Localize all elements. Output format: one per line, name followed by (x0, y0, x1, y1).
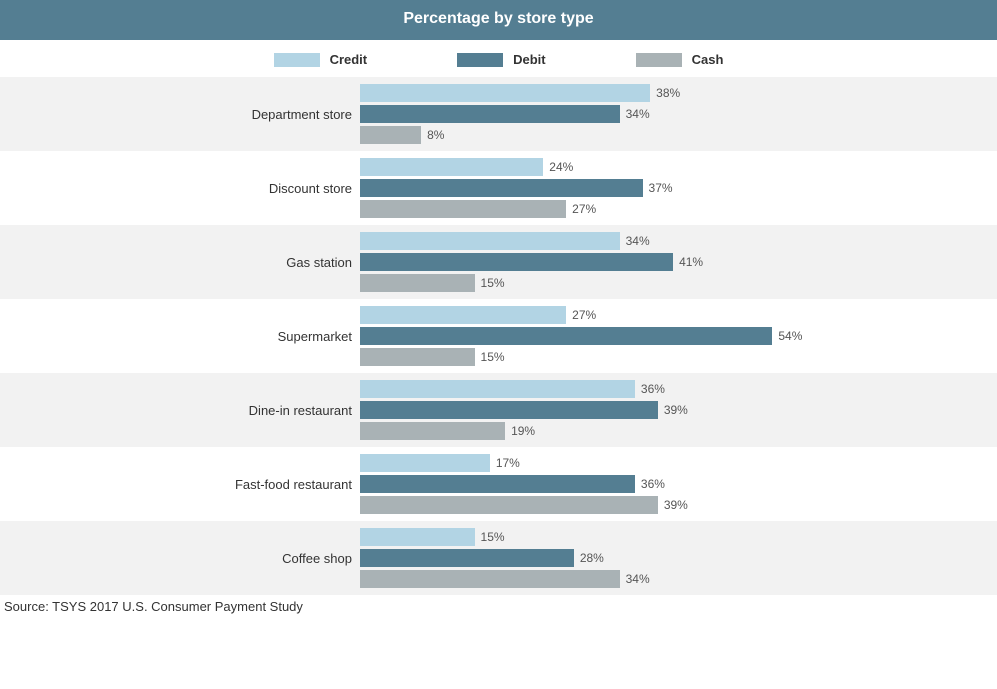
category-row: Gas station 34% 41% 15% (0, 225, 997, 299)
bar-line: 54% (360, 327, 997, 345)
category-row: Supermarket 27% 54% 15% (0, 299, 997, 373)
legend-swatch (636, 53, 682, 67)
bar-cash (360, 200, 566, 218)
bar-group: 17% 36% 39% (360, 451, 997, 517)
bar-credit (360, 380, 635, 398)
bar-group: 38%34% 8% (360, 81, 997, 147)
bar-value-label: 15% (475, 276, 505, 290)
legend-label: Credit (330, 52, 368, 67)
bar-value-label: 27% (566, 308, 596, 322)
bar-value-label: 17% (490, 456, 520, 470)
bar-line: 15% (360, 528, 997, 546)
bar-value-label: 38% (650, 86, 680, 100)
bar-value-label: 39% (658, 498, 688, 512)
bar-cash (360, 422, 505, 440)
bar-value-label: 36% (635, 382, 665, 396)
bar-value-label: 54% (772, 329, 802, 343)
category-label: Coffee shop (0, 525, 360, 591)
category-row: Department store 38%34% 8% (0, 77, 997, 151)
bar-credit (360, 306, 566, 324)
legend-item-cash: Cash (636, 52, 724, 67)
bar-line: 15% (360, 348, 997, 366)
bar-line: 27% (360, 200, 997, 218)
legend-label: Cash (692, 52, 724, 67)
bar-line: 39% (360, 496, 997, 514)
bar-line: 41% (360, 253, 997, 271)
bar-value-label: 24% (543, 160, 573, 174)
chart-rows: Department store38%34%8%Discount store24… (0, 77, 997, 595)
bar-group: 27% 54% 15% (360, 303, 997, 369)
bar-cash (360, 274, 475, 292)
bar-line: 15% (360, 274, 997, 292)
bar-line: 34% (360, 232, 997, 250)
bar-credit (360, 158, 543, 176)
bar-line: 36% (360, 380, 997, 398)
bar-group: 24% 37% 27% (360, 155, 997, 221)
legend-label: Debit (513, 52, 546, 67)
bar-group: 15% 28% 34% (360, 525, 997, 591)
bar-debit (360, 327, 772, 345)
bar-line: 28% (360, 549, 997, 567)
legend: Credit Debit Cash (0, 40, 997, 77)
bar-value-label: 34% (620, 234, 650, 248)
bar-credit (360, 232, 620, 250)
legend-swatch (274, 53, 320, 67)
category-label: Supermarket (0, 303, 360, 369)
category-label: Discount store (0, 155, 360, 221)
bar-cash (360, 126, 421, 144)
bar-value-label: 41% (673, 255, 703, 269)
bar-line: 36% (360, 475, 997, 493)
legend-item-credit: Credit (274, 52, 368, 67)
bar-cash (360, 348, 475, 366)
bar-line: 38% (360, 84, 997, 102)
legend-swatch (457, 53, 503, 67)
bar-debit (360, 253, 673, 271)
bar-line: 19% (360, 422, 997, 440)
bar-credit (360, 84, 650, 102)
bar-value-label: 15% (475, 530, 505, 544)
bar-group: 34% 41% 15% (360, 229, 997, 295)
bar-value-label: 39% (658, 403, 688, 417)
category-label: Dine-in restaurant (0, 377, 360, 443)
bar-credit (360, 454, 490, 472)
category-row: Discount store 24% 37% 27% (0, 151, 997, 225)
category-row: Dine-in restaurant 36% 39% 19% (0, 373, 997, 447)
bar-group: 36% 39% 19% (360, 377, 997, 443)
bar-line: 8% (360, 126, 997, 144)
bar-value-label: 34% (620, 572, 650, 586)
bar-value-label: 36% (635, 477, 665, 491)
bar-debit (360, 105, 620, 123)
bar-cash (360, 496, 658, 514)
bar-value-label: 19% (505, 424, 535, 438)
bar-value-label: 28% (574, 551, 604, 565)
category-row: Fast-food restaurant 17% 36% 39% (0, 447, 997, 521)
bar-line: 24% (360, 158, 997, 176)
category-label: Gas station (0, 229, 360, 295)
bar-debit (360, 179, 643, 197)
bar-line: 17% (360, 454, 997, 472)
bar-cash (360, 570, 620, 588)
category-row: Coffee shop 15% 28% 34% (0, 521, 997, 595)
bar-debit (360, 401, 658, 419)
chart-container: Percentage by store type Credit Debit Cash… (0, 0, 997, 689)
bar-line: 27% (360, 306, 997, 324)
bar-value-label: 37% (643, 181, 673, 195)
bar-value-label: 27% (566, 202, 596, 216)
bar-credit (360, 528, 475, 546)
bar-line: 34% (360, 105, 997, 123)
bar-line: 34% (360, 570, 997, 588)
category-label: Department store (0, 81, 360, 147)
bar-value-label: 34% (620, 107, 650, 121)
bar-debit (360, 549, 574, 567)
category-label: Fast-food restaurant (0, 451, 360, 517)
bar-line: 37% (360, 179, 997, 197)
source-text: Source: TSYS 2017 U.S. Consumer Payment … (0, 595, 997, 614)
bar-debit (360, 475, 635, 493)
bar-value-label: 15% (475, 350, 505, 364)
legend-item-debit: Debit (457, 52, 546, 67)
bar-line: 39% (360, 401, 997, 419)
bar-value-label: 8% (421, 128, 444, 142)
chart-title: Percentage by store type (0, 0, 997, 40)
